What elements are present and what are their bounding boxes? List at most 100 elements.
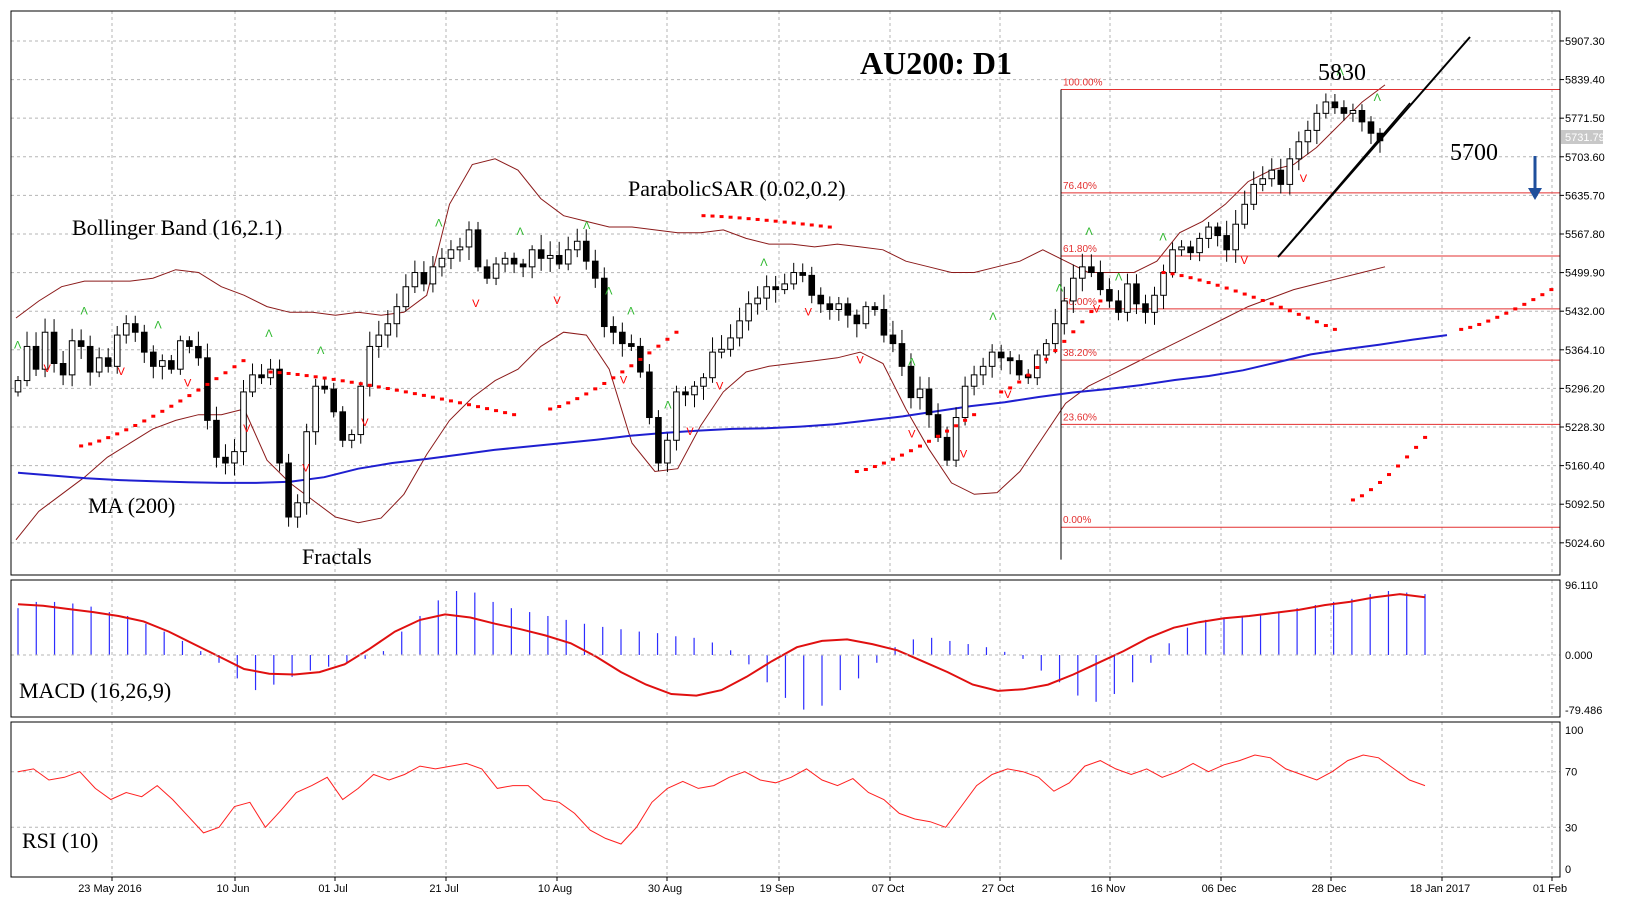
candle bbox=[68, 340, 76, 376]
sar-dot bbox=[827, 225, 832, 229]
candle bbox=[1349, 109, 1357, 114]
sar-dot bbox=[241, 359, 246, 363]
candle bbox=[763, 286, 770, 299]
sar-dot bbox=[1098, 299, 1103, 303]
sar-dot bbox=[999, 390, 1004, 394]
fractal-down-marker: V bbox=[302, 463, 310, 475]
candle bbox=[1079, 266, 1086, 279]
fractal-down-marker: V bbox=[856, 355, 864, 367]
sar-dot bbox=[1251, 295, 1256, 299]
candle bbox=[375, 334, 383, 347]
panel-frame bbox=[10, 721, 1561, 878]
rsi-axis-label: 100 bbox=[1565, 725, 1583, 737]
fractal-down-marker: V bbox=[361, 417, 369, 429]
sar-dot bbox=[133, 423, 138, 427]
candle bbox=[1295, 141, 1303, 160]
sar-dot bbox=[1405, 455, 1410, 459]
sar-dot bbox=[512, 413, 517, 417]
fractal-down-marker: V bbox=[908, 429, 916, 441]
candle bbox=[573, 240, 581, 251]
macd-panel bbox=[11, 591, 1560, 710]
candle bbox=[339, 411, 347, 441]
sar-dot bbox=[1540, 293, 1545, 297]
candle bbox=[1232, 223, 1239, 251]
rsi-line bbox=[17, 754, 1426, 845]
sar-dot bbox=[448, 399, 453, 403]
macd-axis-label: 96.110 bbox=[1565, 580, 1598, 592]
fractal-up-marker: Λ bbox=[908, 357, 916, 369]
candle bbox=[564, 249, 572, 265]
candle bbox=[727, 337, 734, 350]
candle bbox=[934, 414, 942, 438]
sar-dot bbox=[954, 424, 959, 428]
candle bbox=[510, 257, 518, 265]
candle bbox=[691, 385, 698, 396]
candle bbox=[1178, 246, 1185, 251]
sar-dot bbox=[430, 395, 435, 399]
macd-axis-label: -79.486 bbox=[1565, 705, 1602, 717]
candle bbox=[1196, 237, 1203, 254]
fractal-down-marker: V bbox=[960, 449, 968, 461]
sar-dot bbox=[584, 392, 589, 396]
sar-dot bbox=[782, 220, 787, 224]
candle bbox=[664, 439, 671, 464]
candle bbox=[1051, 323, 1059, 345]
sar-dot bbox=[936, 434, 941, 438]
price-axis-label: 5432.00 bbox=[1565, 306, 1605, 318]
candle bbox=[619, 331, 626, 345]
sar-dot bbox=[1296, 312, 1301, 316]
sar-dot bbox=[809, 223, 814, 227]
candle bbox=[528, 249, 536, 268]
sar-dot bbox=[503, 411, 508, 415]
panel-frame bbox=[10, 10, 1561, 576]
chart-title: AU200: D1 bbox=[860, 45, 1012, 81]
price-axis-label: 5635.70 bbox=[1565, 190, 1605, 202]
fractal-up-marker: Λ bbox=[627, 305, 635, 317]
sar-dot bbox=[1161, 271, 1166, 275]
fib-level-label: 23.60% bbox=[1063, 412, 1097, 423]
sar-dot bbox=[647, 351, 652, 355]
candle bbox=[1358, 109, 1366, 123]
sar-dot bbox=[494, 409, 499, 413]
sar-dot bbox=[277, 371, 282, 375]
time-axis-label: 27 Oct bbox=[982, 883, 1014, 895]
fractal-down-marker: V bbox=[1300, 173, 1308, 185]
candle bbox=[700, 377, 707, 387]
sar-dot bbox=[457, 401, 462, 405]
rsi-axis-label: 30 bbox=[1565, 822, 1577, 834]
rsi-panel bbox=[11, 754, 1560, 845]
sar-dot bbox=[1278, 305, 1283, 309]
parabolic-sar bbox=[79, 214, 1554, 502]
fib-level-label: 76.40% bbox=[1063, 181, 1097, 192]
candle bbox=[943, 436, 951, 461]
candle bbox=[366, 345, 374, 387]
sar-dot bbox=[746, 217, 751, 221]
candle bbox=[1042, 343, 1050, 356]
candle bbox=[32, 345, 40, 370]
bollinger-band bbox=[15, 84, 1386, 541]
sar-dot bbox=[115, 432, 120, 436]
candle bbox=[140, 331, 148, 353]
candle bbox=[1331, 101, 1339, 109]
sar-dot bbox=[1332, 327, 1337, 331]
sar-dot bbox=[1026, 373, 1031, 377]
sar-dot bbox=[1287, 309, 1292, 313]
sar-dot bbox=[376, 385, 381, 389]
current-price-label: 5731.79 bbox=[1565, 132, 1605, 144]
candle bbox=[41, 331, 49, 370]
candle bbox=[988, 351, 996, 367]
time-axis-label: 10 Aug bbox=[538, 883, 572, 895]
sar-dot bbox=[1197, 278, 1202, 282]
time-axis-label: 28 Dec bbox=[1312, 883, 1347, 895]
sar-dot bbox=[1495, 315, 1500, 319]
sar-dot bbox=[340, 379, 345, 383]
candle bbox=[898, 343, 906, 367]
macd-axis-label: 0.000 bbox=[1565, 650, 1593, 662]
sar-dot bbox=[710, 214, 715, 218]
candle bbox=[357, 385, 365, 436]
candle bbox=[1115, 300, 1122, 313]
sar-dot bbox=[1414, 445, 1419, 449]
candle bbox=[1313, 112, 1321, 131]
sar-dot bbox=[593, 387, 598, 391]
candle bbox=[113, 334, 121, 367]
